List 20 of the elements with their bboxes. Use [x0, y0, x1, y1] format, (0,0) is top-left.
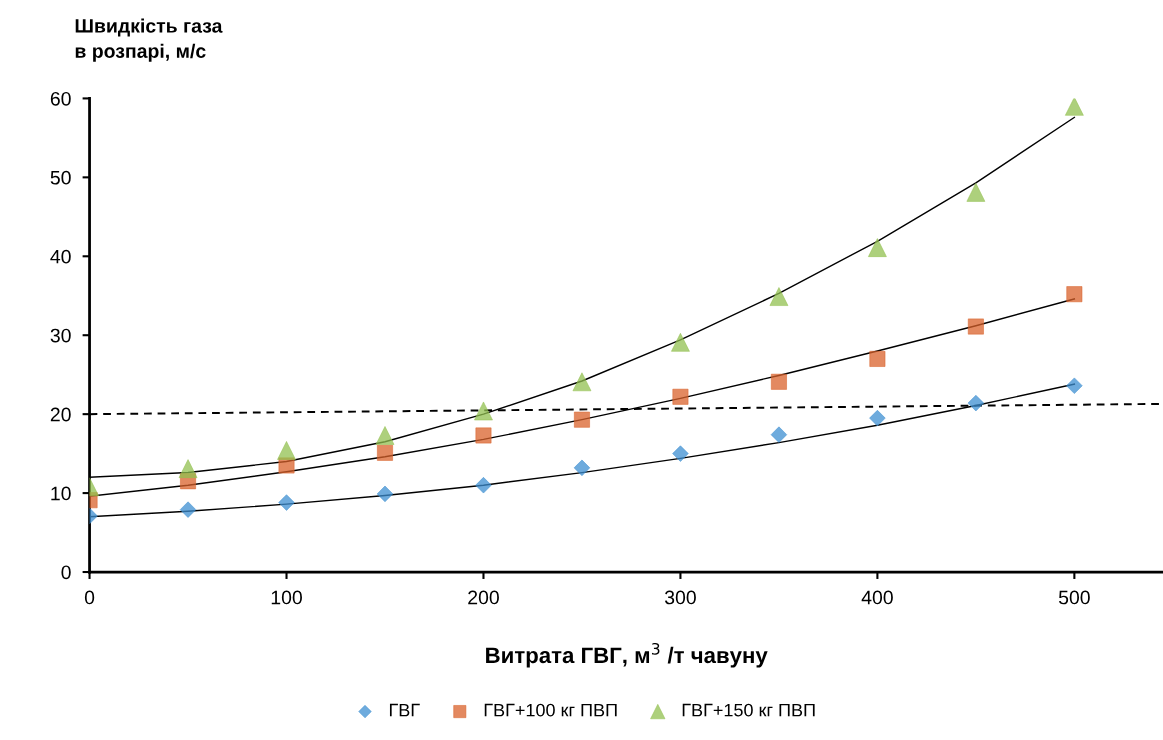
point	[770, 426, 788, 443]
point	[475, 476, 492, 494]
y-tick-label: 0	[61, 565, 71, 580]
x-tick-label: 400	[861, 590, 893, 605]
y-tick-label: 40	[50, 249, 71, 264]
legend-label: ГВГ+100 кг ПВП	[484, 703, 617, 717]
x-tick-label: 200	[468, 590, 499, 605]
x-tick-label: 100	[271, 590, 302, 605]
y-tick-label: 60	[50, 91, 71, 106]
x-tick-label: 500	[1058, 590, 1090, 605]
legend-label: ГВГ	[389, 703, 420, 717]
y-tick-label: 30	[50, 328, 71, 343]
legend-label: ГВГ+150 кг ПВП	[682, 703, 815, 717]
y-tick-label: 10	[51, 486, 71, 501]
y-axis-title: Швидкість газа в розпарі, м/с	[75, 18, 223, 62]
y-tick-label: 50	[50, 170, 71, 185]
x-tick-label: 300	[664, 590, 696, 605]
x-axis-title: Витрата ГВГ, м$^{3}$ /т чавуну	[486, 642, 768, 668]
y-tick-label: 20	[50, 407, 71, 422]
x-tick-label: 0	[84, 590, 95, 605]
